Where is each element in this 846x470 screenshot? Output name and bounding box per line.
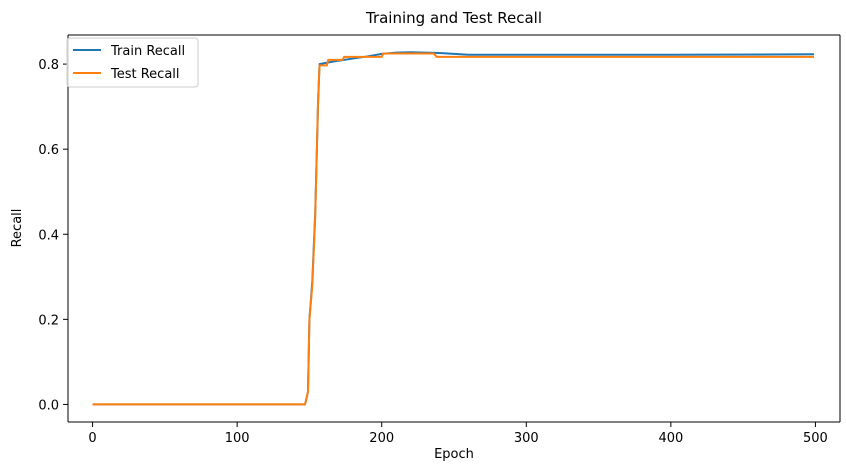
legend: Train Recall Test Recall: [66, 37, 199, 88]
y-axis-label: Recall: [10, 209, 25, 248]
plot-area: [68, 35, 840, 422]
x-tick-label: 0: [88, 431, 96, 446]
y-tick-label: 0.2: [38, 313, 59, 328]
y-tick-label: 0.8: [38, 58, 59, 73]
axis-frame: [67, 34, 841, 423]
x-axis-ticks: 0 100 200 300 400 500: [88, 422, 828, 446]
y-tick-label: 0.0: [38, 398, 59, 413]
x-tick-label: 200: [369, 431, 394, 446]
x-tick-label: 100: [225, 431, 250, 446]
x-tick-label: 400: [658, 431, 683, 446]
series-line-test-recall: [92, 52, 814, 406]
chart-title: Training and Test Recall: [365, 9, 542, 27]
y-tick-label: 0.6: [38, 143, 59, 158]
y-axis-ticks: 0.0 0.2 0.4 0.6 0.8: [38, 58, 68, 413]
y-tick-label: 0.4: [38, 228, 59, 243]
legend-label-train-recall: Train Recall: [110, 44, 185, 59]
series-layer: [92, 51, 814, 406]
x-tick-label: 500: [803, 431, 828, 446]
legend-label-test-recall: Test Recall: [110, 67, 180, 82]
x-axis-label: Epoch: [434, 447, 474, 462]
x-tick-label: 300: [514, 431, 539, 446]
